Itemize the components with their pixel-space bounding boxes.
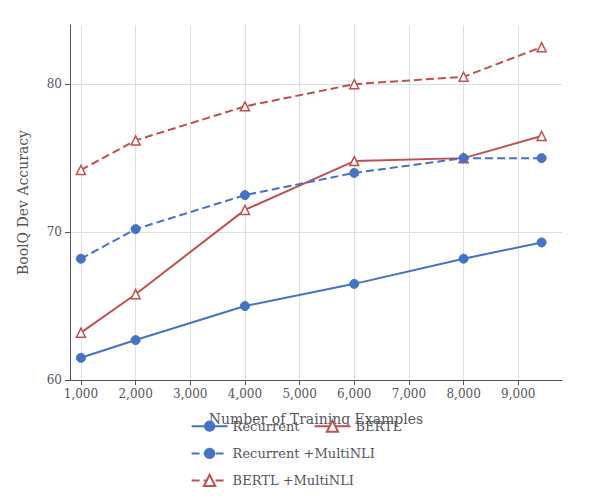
svg-text:Recurrent +MultiNLI: Recurrent +MultiNLI	[233, 446, 375, 461]
svg-text:60: 60	[47, 373, 62, 387]
svg-text:7,000: 7,000	[392, 387, 426, 401]
svg-text:Recurrent: Recurrent	[233, 419, 301, 434]
svg-text:5,000: 5,000	[282, 387, 316, 401]
svg-text:2,000: 2,000	[118, 387, 152, 401]
svg-text:9,000: 9,000	[501, 387, 535, 401]
svg-text:BERTL: BERTL	[355, 419, 401, 434]
svg-text:BoolQ Dev Accuracy: BoolQ Dev Accuracy	[15, 130, 31, 275]
svg-text:80: 80	[47, 77, 62, 91]
svg-text:1,000: 1,000	[64, 387, 98, 401]
svg-text:8,000: 8,000	[446, 387, 480, 401]
svg-text:6,000: 6,000	[337, 387, 371, 401]
svg-text:70: 70	[47, 225, 62, 239]
svg-text:BERTL +MultiNLI: BERTL +MultiNLI	[233, 473, 354, 488]
svg-text:3,000: 3,000	[173, 387, 207, 401]
svg-text:4,000: 4,000	[228, 387, 262, 401]
